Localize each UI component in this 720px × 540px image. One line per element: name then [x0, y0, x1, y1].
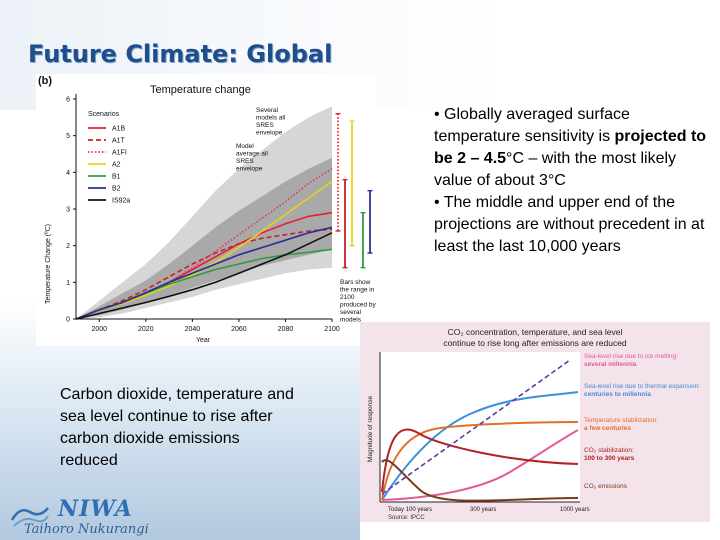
series-label-1: Sea-level rise due to thermal expansion: — [584, 383, 700, 390]
co2-response-chart: CO₂ concentration, temperature, and sea … — [360, 322, 710, 522]
x-tick-label-2020: 2020 — [138, 326, 154, 333]
logo-name: NIWA — [58, 496, 133, 522]
y-tick-label-5: 5 — [66, 133, 70, 140]
legend-title: Scenarios — [88, 111, 120, 118]
chart2-xtick-labels: Today 100 years 300 years 1000 years — [388, 507, 590, 513]
chart2-series-labels: Sea-level rise due to ice melting:severa… — [584, 353, 700, 490]
series-label-3: CO₂ stabilization: — [584, 447, 634, 454]
series-label-0: Sea-level rise due to ice melting: — [584, 353, 678, 360]
x-tick-label-2000: 2000 — [91, 326, 107, 333]
chart2-xtick-0: Today 100 years — [388, 507, 432, 513]
chart1-xlabel: Year — [196, 337, 211, 344]
chart2-xtick-2: 1000 years — [560, 507, 590, 513]
legend-label-a1fi: A1FI — [112, 150, 127, 157]
x-tick-label-2080: 2080 — [278, 326, 294, 333]
legend-label-b2: B2 — [112, 186, 121, 193]
legend-label-b1: B1 — [112, 174, 121, 181]
bullet-2-text: • The middle and upper end of the projec… — [434, 194, 705, 255]
series-line-b2 — [75, 226, 333, 320]
bullet-2: • The middle and upper end of the projec… — [434, 192, 716, 258]
svg-text:CO₂ concentration, temperature: CO₂ concentration, temperature, and sea … — [448, 327, 623, 337]
series-label-4: CO₂ emissions — [584, 483, 628, 490]
chart1-range-bars — [335, 112, 373, 269]
curve-1 — [381, 391, 579, 501]
wave-icon — [10, 507, 49, 527]
y-tick-label-0: 0 — [66, 317, 70, 324]
series-detail-1: centuries to millennia — [584, 391, 651, 398]
chart-caption: Carbon dioxide, temperature and sea leve… — [60, 386, 294, 469]
legend-label-a2: A2 — [112, 162, 121, 169]
temperature-change-chart: (b) Temperature change Temperature Chang… — [36, 74, 376, 346]
chart1-title: Temperature change — [150, 84, 251, 96]
chart1-legend: A1B A1T A1FI A2 B1 B2 IS92a — [88, 126, 130, 205]
curve-4 — [381, 459, 579, 502]
chart2-curves — [381, 391, 579, 502]
curve-2 — [381, 421, 579, 501]
series-line-is92a — [75, 232, 333, 320]
bullet-1-suffix: °C – with the most likely value of about… — [434, 150, 677, 189]
bullet-1-text: • Globally averaged surface temperature … — [434, 106, 630, 145]
chart2-source: Source: IPCC — [388, 515, 425, 521]
y-tick-label-4: 4 — [66, 170, 70, 177]
logo-subtitle: Taihoro Nukurangi — [24, 522, 149, 537]
outer-envelope — [76, 106, 332, 319]
x-tick-label-2100: 2100 — [324, 326, 340, 333]
chart1-lines — [75, 168, 333, 320]
chart1-panel-label: (b) — [38, 75, 52, 87]
chart1-axes: 2000 2020 2040 2060 2080 2100 0 1 2 3 4 5 6 — [66, 94, 340, 333]
legend-label-is92a: IS92a — [112, 198, 130, 205]
niwa-logo: NIWA Taihoro Nukurangi — [10, 496, 160, 540]
series-detail-0: several millennia — [584, 361, 637, 368]
y-tick-label-2: 2 — [66, 243, 70, 250]
curve-3 — [381, 428, 579, 493]
chart2-title: CO₂ concentration, temperature, and sea … — [443, 327, 627, 348]
y-tick-label-3: 3 — [66, 207, 70, 214]
series-label-2: Temperature stabilization: — [584, 417, 658, 424]
annotation-inner-envelope: Model average all SRES envelope — [236, 143, 268, 173]
chart2-ylabel: Magnitude of response — [367, 395, 374, 462]
slide-title: Future Climate: Global — [28, 40, 333, 68]
y-tick-label-1: 1 — [66, 280, 70, 287]
chart2-xtick-1: 300 years — [470, 507, 496, 513]
annotation-outer-envelope: Several models all SRES envelope — [256, 107, 286, 137]
chart1-ylabel: Temperature Change (ºC) — [45, 224, 52, 304]
series-detail-2: a few centuries — [584, 425, 631, 432]
x-tick-label-2040: 2040 — [185, 326, 201, 333]
svg-text:continue to rise long after em: continue to rise long after emissions ar… — [443, 338, 627, 348]
bullet-1: • Globally averaged surface temperature … — [434, 104, 716, 192]
chart1-envelopes — [76, 106, 332, 319]
y-tick-label-6: 6 — [66, 97, 70, 104]
inner-envelope — [76, 157, 332, 319]
chart2-timescale-diagonal — [381, 359, 571, 495]
x-tick-label-2060: 2060 — [231, 326, 247, 333]
legend-label-a1b: A1B — [112, 126, 126, 133]
series-detail-3: 100 to 300 years — [584, 455, 635, 462]
bullet-1-bold: projected to be 2 – 4.5 — [434, 128, 707, 167]
curve-0 — [381, 429, 579, 501]
legend-label-a1t: A1T — [112, 138, 126, 145]
bullet-list: • Globally averaged surface temperature … — [434, 104, 716, 258]
annotation-bars-note: Bars show the range in 2100 produced by seve… — [340, 279, 376, 324]
